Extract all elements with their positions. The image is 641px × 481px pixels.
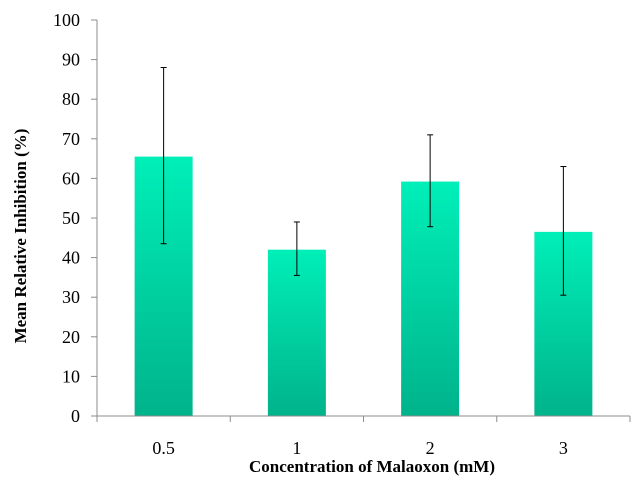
- y-tick-label: 60: [62, 168, 80, 188]
- x-tick-label: 0.5: [152, 438, 175, 458]
- x-tick-label: 3: [559, 438, 568, 458]
- y-tick-label: 80: [62, 89, 80, 109]
- y-tick-label: 10: [62, 366, 80, 386]
- y-axis-title: Mean Relative Inhibition (%): [11, 129, 30, 344]
- error-bars: [161, 68, 567, 296]
- y-tick-label: 100: [53, 10, 80, 30]
- y-tick-label: 70: [62, 129, 80, 149]
- y-tick-label: 50: [62, 208, 80, 228]
- bars: [135, 157, 593, 416]
- y-tick-label: 0: [71, 406, 80, 426]
- y-tick-label: 90: [62, 50, 80, 70]
- x-tick-label: 1: [292, 438, 301, 458]
- y-axis-ticks: 0 10 20 30 40 50 60 70 80 90 100: [53, 10, 97, 426]
- x-axis-ticks: 0.5 1 2 3: [97, 416, 630, 458]
- y-tick-label: 20: [62, 327, 80, 347]
- y-tick-label: 30: [62, 287, 80, 307]
- y-tick-label: 40: [62, 248, 80, 268]
- x-axis-title: Concentration of Malaoxon (mM): [249, 457, 495, 476]
- x-tick-label: 2: [426, 438, 435, 458]
